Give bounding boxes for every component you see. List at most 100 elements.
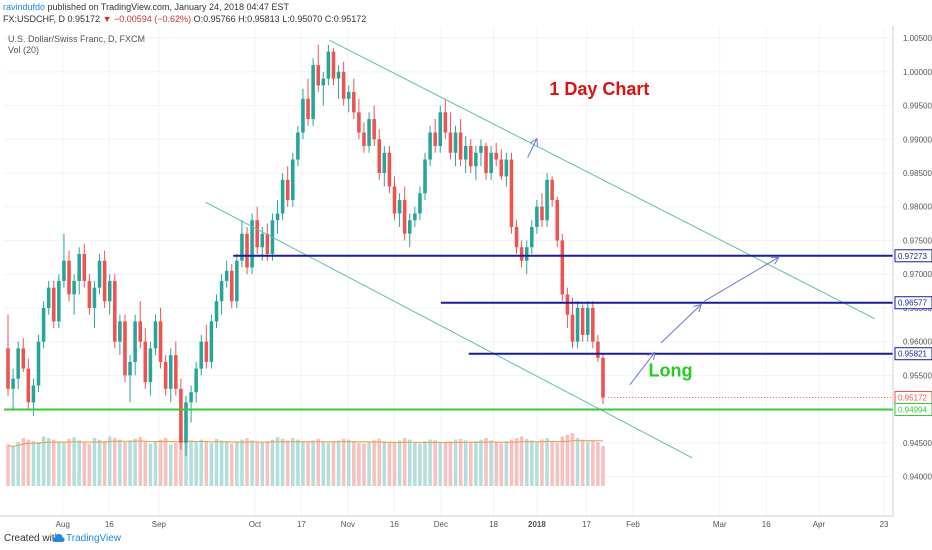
candle-body [260,233,265,248]
volume-bar [433,440,437,486]
high-value: H:0.95813 [238,14,280,24]
candle-body [443,112,448,133]
candle-body [565,294,570,315]
volume-bar [555,442,560,486]
price-chart[interactable]: 1 Day Chart Long 1.00500 1.00000 0.99500 0.9… [0,26,932,530]
volume-bar [326,442,331,486]
arrow[interactable] [704,257,778,302]
candle-body [285,179,290,200]
volume-bar [336,440,341,486]
candle-body [423,159,427,194]
candle-body [67,260,71,295]
candle-body [448,132,453,153]
tradingview-logo[interactable]: TradingView [66,533,122,544]
volume-bar [535,442,539,486]
candle-body [413,213,417,221]
volume-bar [214,438,219,486]
candle-body [433,132,437,147]
candle-body [575,307,580,342]
candle-body [250,220,254,268]
volume-bar [123,442,127,486]
volume-bar [438,442,443,486]
price-tick-label: 1.00000 [903,68,932,77]
volume-bar [331,442,336,486]
volume-bar [97,439,102,486]
volume-bar [341,438,346,486]
time-tick-label: 16 [762,520,771,529]
candle-body [560,240,565,295]
volume-bar [168,444,173,486]
time-axis[interactable]: Aug 16 Sep Oct 17 Nov 16 Dec 18 2018 17 Feb Mar 16 Apr… [0,515,893,529]
volume-bar [357,442,361,486]
volume-bar [499,443,504,486]
price-label-badge [894,402,932,416]
time-tick-label: 2018 [528,520,546,529]
candles [6,44,605,457]
volume-bar [367,442,371,486]
author-name[interactable]: ravindufdo [3,2,46,12]
volume-bar [448,441,453,486]
candle-body [62,260,66,281]
volume-bar [392,442,397,486]
candle-body [585,307,590,335]
candle-body [235,260,239,302]
volume-bar [250,440,254,486]
volume-bar [72,437,76,486]
arrow[interactable] [660,305,701,344]
candle-body [550,179,554,200]
candle-body [143,341,148,383]
trend-line[interactable] [329,39,875,320]
volume-bar [51,439,56,486]
volume-bar [92,438,97,486]
candle-body [102,260,107,302]
volume-bar [402,438,407,486]
volume-bar [21,438,26,486]
candle-body [11,378,15,389]
volume-bar [255,442,259,486]
symbol-info: FX:USDCHF, D 0.95172 ▼ −0.00594 (−0.62%)… [3,14,366,24]
candle-body [596,341,600,358]
volume-bar [219,440,224,486]
volume-bar [540,439,544,486]
volume-bar [479,439,483,486]
volume-bar [153,441,158,486]
volume-bar [316,438,320,486]
candle-body [382,152,387,174]
volume-bar [407,439,412,486]
arrow[interactable] [527,139,537,158]
volume-bar [413,442,417,486]
candle-body [204,341,209,362]
volume-bar [570,433,575,486]
time-tick-label: 17 [297,520,306,529]
price-tick-label: 0.99500 [903,102,932,111]
volume-bar [158,439,163,486]
candle-body [184,402,188,443]
candle-body [199,341,204,369]
volume-bar [46,438,51,486]
volume-bar [296,439,300,486]
candle-body [107,280,112,302]
candle-body [555,199,560,241]
time-tick-label: Aug [56,520,70,529]
volume-bar [148,443,153,486]
candle-body [524,247,529,261]
arrow[interactable] [629,352,655,386]
volume-bar [128,440,132,486]
volume-bar [174,442,178,486]
volume-bar [143,442,148,486]
trend-line[interactable] [205,201,693,459]
candle-body [468,146,473,167]
volume-bar [545,438,549,486]
price-axis[interactable]: 1.00500 1.00000 0.99500 0.99000 0.98500 0.980… [892,26,932,516]
candle-body [504,159,509,177]
price-label-text: 0.96577 [898,299,927,308]
volume-bar [270,439,275,486]
created-with-text: Created with [4,533,61,544]
price-tick-label: 0.94500 [903,439,932,448]
candle-body [148,348,153,383]
candle-body [82,253,87,281]
open-value: O:0.95766 [193,14,236,24]
volume-bar [16,442,20,486]
price-tick-label: 0.96000 [903,338,932,347]
volume-ma-line [7,440,604,447]
